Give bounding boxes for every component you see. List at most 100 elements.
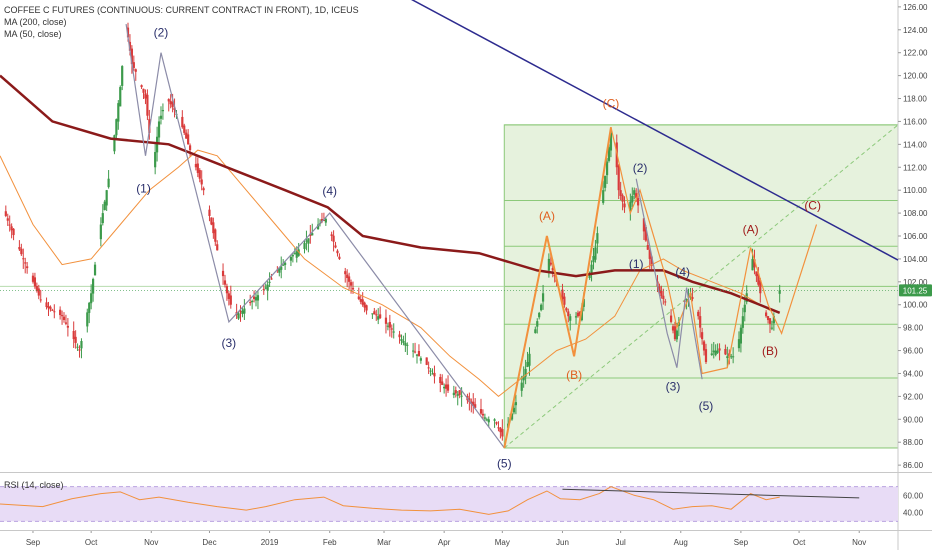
trendline bbox=[411, 0, 899, 261]
candle-body bbox=[609, 132, 613, 151]
last-price-tag-bg bbox=[899, 284, 932, 297]
price-tick-label-15: 96.00 bbox=[903, 347, 924, 356]
candle-body bbox=[390, 328, 393, 330]
candle-body bbox=[268, 281, 271, 283]
candle-body bbox=[662, 295, 665, 300]
candle-body bbox=[439, 376, 442, 384]
candle-body bbox=[330, 234, 333, 236]
candle-body bbox=[452, 392, 455, 396]
candle-body bbox=[621, 195, 624, 202]
candle-body bbox=[80, 341, 83, 349]
candle-body bbox=[379, 314, 382, 319]
candle-body bbox=[78, 349, 81, 351]
candle-body bbox=[105, 190, 108, 206]
candle-body bbox=[419, 358, 422, 361]
time-tick-label-8: May bbox=[495, 538, 510, 547]
candle-body bbox=[541, 293, 545, 302]
candle-body bbox=[592, 256, 595, 263]
wave-label-15: (C) bbox=[804, 199, 821, 213]
candle-body bbox=[392, 331, 395, 333]
candle-body bbox=[485, 419, 488, 421]
candle-body bbox=[602, 190, 605, 203]
candle-body bbox=[753, 259, 756, 268]
candle-body bbox=[284, 262, 287, 265]
candle-body bbox=[551, 267, 554, 271]
candle-body bbox=[493, 419, 496, 421]
candle-body bbox=[196, 163, 199, 173]
price-tick-label-12: 102.00 bbox=[903, 278, 928, 287]
candle-body bbox=[148, 119, 151, 133]
candle-body bbox=[134, 69, 137, 72]
candle-body bbox=[93, 264, 97, 276]
candle-body bbox=[167, 99, 170, 102]
candle-body bbox=[454, 390, 457, 394]
candle-body bbox=[187, 134, 190, 145]
candle-body bbox=[157, 121, 161, 138]
time-tick-label-4: 2019 bbox=[261, 538, 279, 547]
candle-body bbox=[499, 427, 502, 433]
candle-body bbox=[576, 312, 580, 317]
legend-ma200: MA (200, close) bbox=[4, 17, 67, 27]
candle-body bbox=[567, 311, 570, 317]
price-tick-label-13: 100.00 bbox=[903, 301, 928, 310]
candle-body bbox=[701, 332, 704, 340]
candle-body bbox=[483, 417, 486, 419]
last-price-tag-text: 101.25 bbox=[903, 286, 928, 295]
wave-label-4: (5) bbox=[497, 456, 512, 470]
candle-body bbox=[501, 429, 504, 437]
price-tick-label-1: 124.00 bbox=[903, 26, 928, 35]
chart-title: COFFEE C FUTURES (CONTINUOUS: CURRENT CO… bbox=[4, 5, 359, 15]
candle-body bbox=[74, 336, 77, 343]
candle-body bbox=[142, 88, 145, 93]
candle-body bbox=[730, 356, 733, 358]
candle-body bbox=[751, 258, 754, 271]
rsi-band bbox=[0, 486, 898, 522]
candle-body bbox=[130, 48, 133, 65]
wave-label-7: (C) bbox=[603, 97, 620, 111]
candle-body bbox=[697, 311, 700, 317]
price-tick-label-2: 122.00 bbox=[903, 49, 928, 58]
candle-body bbox=[685, 299, 688, 301]
candle-body bbox=[264, 287, 267, 289]
candle-body bbox=[444, 384, 448, 389]
candle-body bbox=[691, 296, 694, 300]
candle-body bbox=[346, 274, 349, 279]
candle-body bbox=[737, 339, 741, 349]
candle-body bbox=[266, 284, 269, 291]
candle-body bbox=[377, 316, 380, 320]
candle-body bbox=[31, 275, 35, 282]
candle-body bbox=[311, 233, 314, 236]
candle-body bbox=[237, 313, 240, 319]
candle-body bbox=[778, 290, 781, 294]
price-tick-label-4: 118.00 bbox=[903, 95, 927, 104]
candle-body bbox=[441, 381, 444, 385]
candle-body bbox=[671, 326, 675, 331]
candle-body bbox=[99, 224, 102, 240]
wave-label-12: (5) bbox=[699, 399, 714, 413]
rsi-label: RSI (14, close) bbox=[4, 480, 64, 490]
candle-body bbox=[194, 163, 197, 168]
candle-body bbox=[169, 100, 172, 105]
candle-body bbox=[60, 315, 64, 317]
candle-body bbox=[254, 297, 258, 301]
candle-body bbox=[596, 233, 599, 244]
candle-body bbox=[115, 119, 118, 136]
candle-body bbox=[35, 285, 38, 291]
candle-body bbox=[617, 165, 620, 191]
wave-label-3: (4) bbox=[322, 184, 337, 198]
candle-body bbox=[510, 413, 514, 420]
candle-body bbox=[359, 299, 362, 302]
candle-body bbox=[334, 245, 337, 248]
candle-body bbox=[10, 226, 13, 231]
rsi-divergence-line bbox=[562, 488, 860, 499]
candle-body bbox=[365, 305, 368, 311]
candle-body bbox=[547, 258, 550, 271]
candle-body bbox=[675, 330, 678, 340]
candle-body bbox=[282, 264, 285, 266]
candle-body bbox=[351, 287, 355, 290]
fib-retracement-box bbox=[0, 124, 899, 449]
candle-body bbox=[8, 224, 11, 226]
candle-body bbox=[673, 326, 677, 340]
candle-body bbox=[413, 351, 417, 353]
